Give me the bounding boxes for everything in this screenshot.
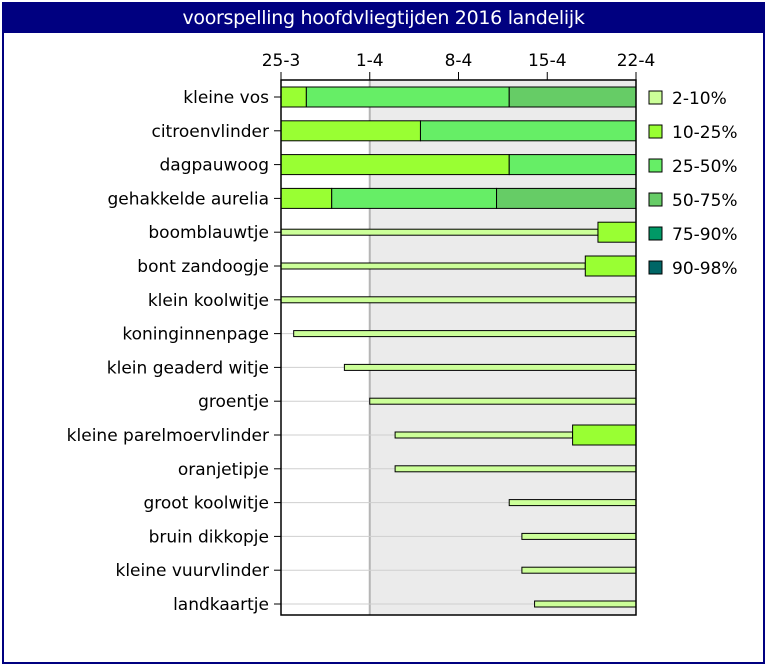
- category-label: klein geaderd witje: [107, 358, 269, 378]
- category-label: boomblauwtje: [148, 223, 269, 243]
- bar-segment: [597, 221, 637, 243]
- bar-segment: [419, 120, 637, 142]
- bar-segment: [508, 499, 637, 507]
- bar-segment: [521, 532, 637, 540]
- category-label: kleine parelmoervlinder: [67, 426, 269, 446]
- category-label: koninginnenpage: [122, 325, 269, 345]
- bar-segment: [572, 424, 637, 446]
- legend-label: 25-50%: [672, 157, 738, 177]
- legend-swatch: [648, 260, 663, 275]
- x-tick-label: 25-3: [262, 51, 301, 71]
- bar-segment: [293, 330, 637, 338]
- category-label: oranjetipje: [178, 460, 269, 480]
- category-label: gehakkelde aurelia: [108, 189, 270, 209]
- bar-segment: [280, 228, 599, 236]
- bar-segment: [508, 154, 637, 176]
- legend-swatch: [648, 158, 663, 173]
- legend-label: 90-98%: [672, 259, 738, 279]
- x-tick-label: 8-4: [445, 51, 473, 71]
- category-label: bont zandoogje: [137, 257, 269, 277]
- category-label: groentje: [198, 392, 269, 412]
- x-tick-label: 1-4: [356, 51, 384, 71]
- bar-segment: [584, 255, 637, 277]
- x-tick-label: 22-4: [617, 51, 656, 71]
- bar-segment: [280, 154, 510, 176]
- bar-segment: [508, 86, 637, 108]
- category-label: dagpauwoog: [160, 156, 269, 176]
- bar-segment: [305, 86, 510, 108]
- bar-segment: [280, 262, 586, 270]
- legend-swatch: [648, 192, 663, 207]
- category-label: landkaartje: [173, 595, 269, 615]
- bar-segment: [280, 120, 421, 142]
- bar-segment: [521, 566, 637, 574]
- chart-title: voorspelling hoofdvliegtijden 2016 lande…: [4, 4, 763, 33]
- category-label: groot koolwitje: [143, 494, 269, 514]
- bar-segment: [394, 465, 637, 473]
- bar-segment: [280, 187, 333, 209]
- bar-segment: [280, 86, 307, 108]
- legend-swatch: [648, 90, 663, 105]
- legend-label: 50-75%: [672, 191, 738, 211]
- category-label: kleine vuurvlinder: [115, 561, 269, 581]
- legend-label: 2-10%: [672, 89, 727, 109]
- bar-segment: [280, 296, 637, 304]
- bar-segment: [394, 431, 574, 439]
- x-tick-label: 15-4: [528, 51, 567, 71]
- legend-label: 75-90%: [672, 225, 738, 245]
- legend-swatch: [648, 124, 663, 139]
- bar-segment: [534, 600, 637, 608]
- bar-segment: [369, 397, 637, 405]
- category-label: kleine vos: [183, 88, 269, 108]
- bar-segment: [496, 187, 637, 209]
- category-label: bruin dikkopje: [149, 527, 269, 547]
- category-label: citroenvlinder: [151, 122, 269, 142]
- category-label: klein koolwitje: [148, 291, 269, 311]
- bar-segment: [343, 363, 637, 371]
- bar-segment: [331, 187, 498, 209]
- legend-label: 10-25%: [672, 123, 738, 143]
- legend-swatch: [648, 226, 663, 241]
